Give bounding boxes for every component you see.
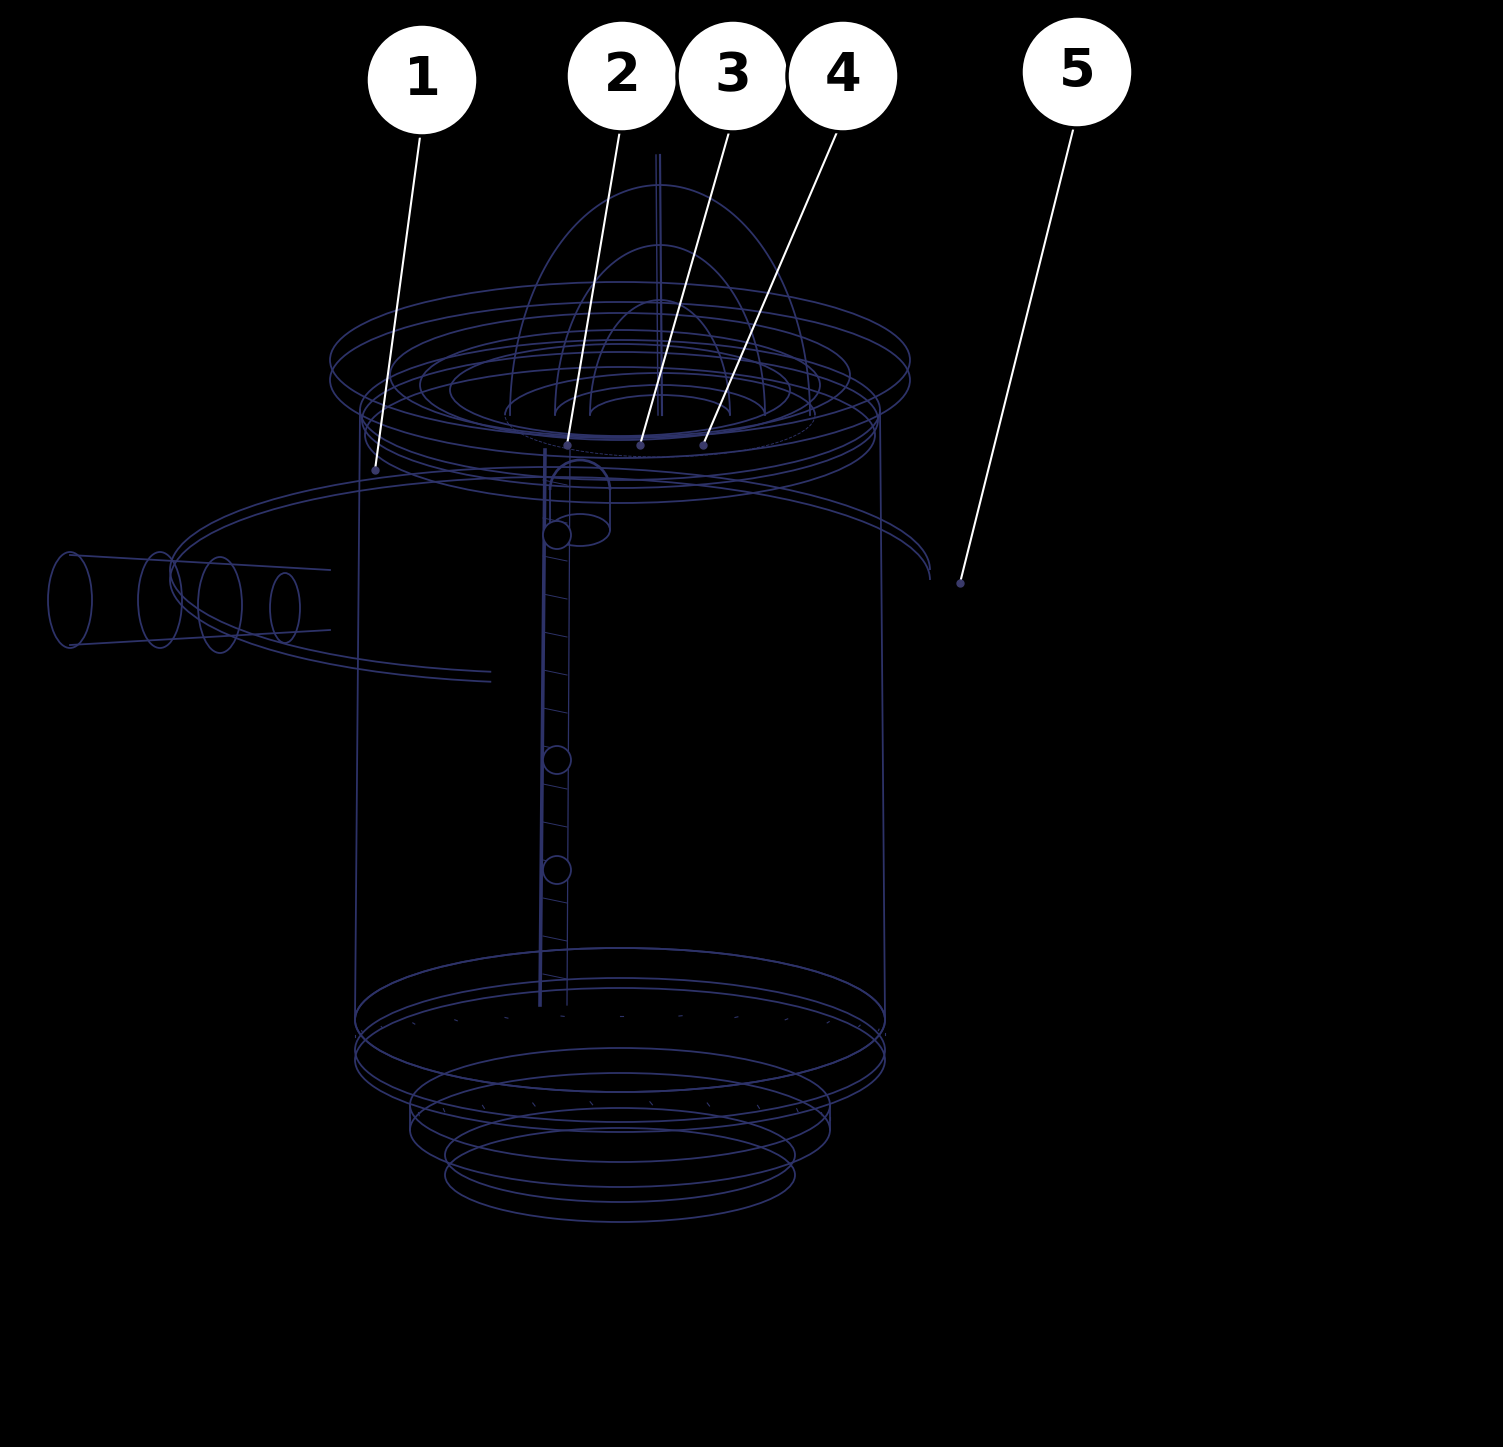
Circle shape [543,747,571,774]
Circle shape [788,20,899,132]
Circle shape [367,25,478,136]
Text: 5: 5 [1058,46,1096,98]
Circle shape [567,20,678,132]
Circle shape [1021,16,1133,127]
Circle shape [543,857,571,884]
Text: 3: 3 [714,51,752,101]
Text: 4: 4 [825,51,861,101]
Text: 1: 1 [404,54,440,106]
Circle shape [543,521,571,548]
Circle shape [676,20,789,132]
Text: 2: 2 [604,51,640,101]
